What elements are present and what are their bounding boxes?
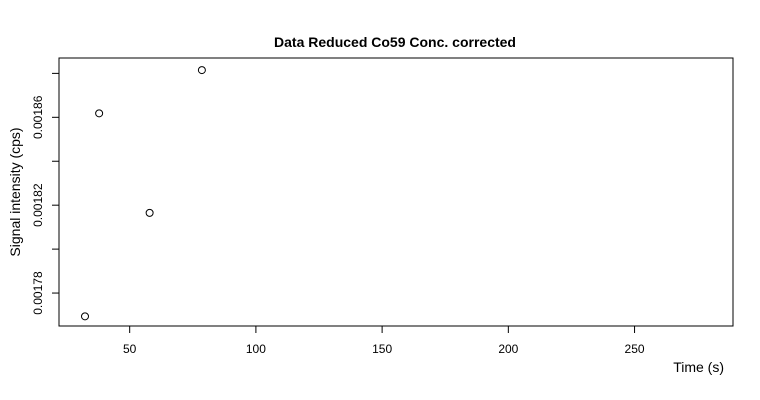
data-point — [197, 66, 206, 75]
data-points — [81, 66, 206, 321]
x-tick-label: 100 — [246, 342, 266, 356]
y-axis: 0.00178 0.00182 0.00186 — [31, 72, 60, 315]
x-tick-label: 200 — [498, 342, 518, 356]
data-point — [145, 208, 154, 217]
data-point — [95, 109, 104, 118]
x-axis-label: Time (s) — [673, 359, 724, 375]
y-axis-label: Signal intensity (cps) — [7, 127, 23, 256]
x-tick-label: 50 — [123, 342, 137, 356]
y-tick-label: 0.00178 — [31, 271, 45, 315]
x-tick-label: 150 — [372, 342, 392, 356]
x-tick-label: 250 — [625, 342, 645, 356]
x-axis: 50 100 150 200 250 — [123, 325, 645, 356]
y-tick-label: 0.00182 — [31, 183, 45, 227]
data-point — [81, 312, 90, 321]
plot-frame — [58, 57, 734, 327]
chart-title: Data Reduced Co59 Conc. corrected — [274, 34, 516, 50]
y-tick-label: 0.00186 — [31, 95, 45, 139]
